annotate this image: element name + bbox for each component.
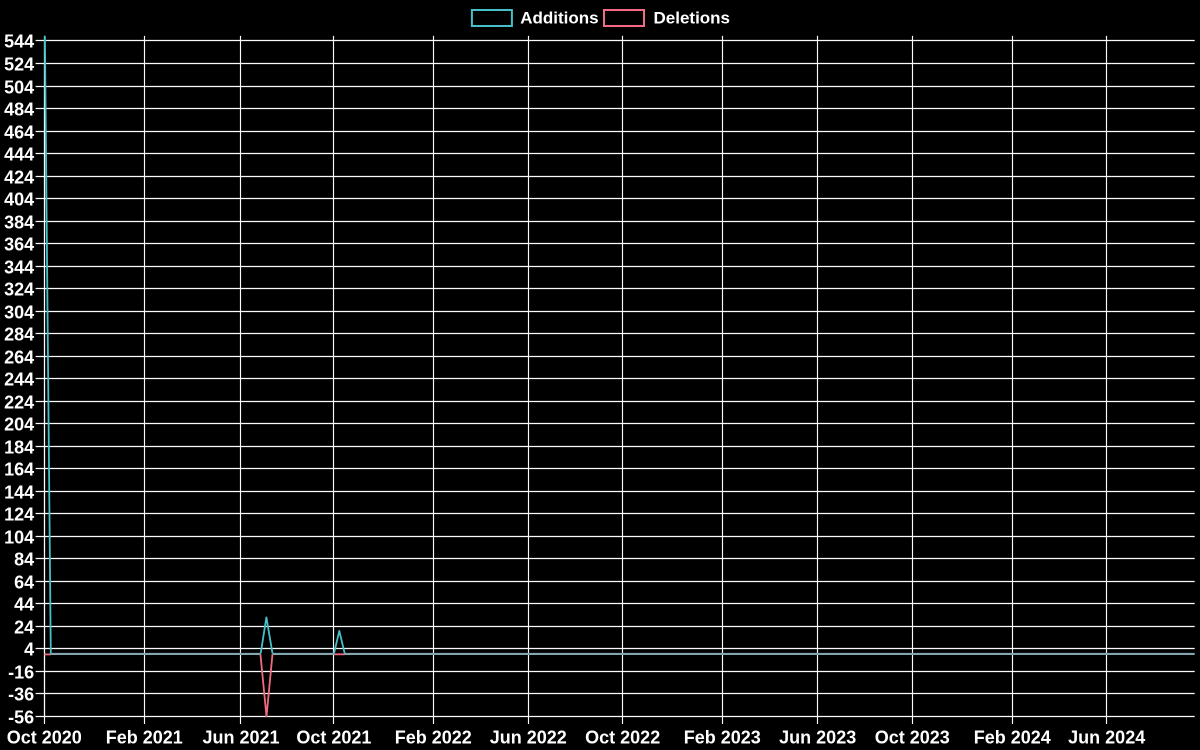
svg-text:84: 84 [14,549,34,569]
svg-text:364: 364 [4,234,34,254]
svg-text:264: 264 [4,347,34,367]
svg-text:Jun 2022: Jun 2022 [490,728,567,748]
svg-text:404: 404 [4,189,34,209]
svg-text:Jun 2021: Jun 2021 [202,728,279,748]
svg-text:164: 164 [4,459,34,479]
svg-text:Jun 2023: Jun 2023 [779,728,856,748]
svg-text:524: 524 [4,54,34,74]
svg-text:464: 464 [4,122,34,142]
svg-text:Feb 2024: Feb 2024 [974,728,1051,748]
svg-text:184: 184 [4,437,34,457]
svg-text:Deletions: Deletions [654,9,731,28]
svg-text:Oct 2023: Oct 2023 [875,728,950,748]
svg-text:104: 104 [4,527,34,547]
svg-text:344: 344 [4,257,34,277]
svg-text:304: 304 [4,302,34,322]
svg-text:24: 24 [14,617,34,637]
svg-text:Feb 2022: Feb 2022 [395,728,472,748]
svg-text:324: 324 [4,279,34,299]
svg-text:284: 284 [4,324,34,344]
svg-text:144: 144 [4,482,34,502]
svg-text:Jun 2024: Jun 2024 [1068,728,1145,748]
svg-text:-16: -16 [8,662,34,682]
svg-text:44: 44 [14,594,34,614]
svg-text:Oct 2020: Oct 2020 [7,728,82,748]
svg-text:544: 544 [4,31,34,51]
svg-text:Feb 2021: Feb 2021 [106,728,183,748]
svg-text:384: 384 [4,212,34,232]
svg-text:244: 244 [4,369,34,389]
svg-text:64: 64 [14,572,34,592]
svg-text:504: 504 [4,77,34,97]
svg-text:Oct 2021: Oct 2021 [296,728,371,748]
svg-text:4: 4 [24,639,34,659]
svg-text:484: 484 [4,99,34,119]
svg-text:Additions: Additions [520,9,598,28]
svg-text:Oct 2022: Oct 2022 [585,728,660,748]
svg-text:-56: -56 [8,707,34,727]
svg-text:444: 444 [4,144,34,164]
svg-text:124: 124 [4,504,34,524]
svg-text:-36: -36 [8,684,34,704]
svg-text:Feb 2023: Feb 2023 [684,728,761,748]
svg-text:204: 204 [4,414,34,434]
svg-text:424: 424 [4,167,34,187]
svg-text:224: 224 [4,392,34,412]
